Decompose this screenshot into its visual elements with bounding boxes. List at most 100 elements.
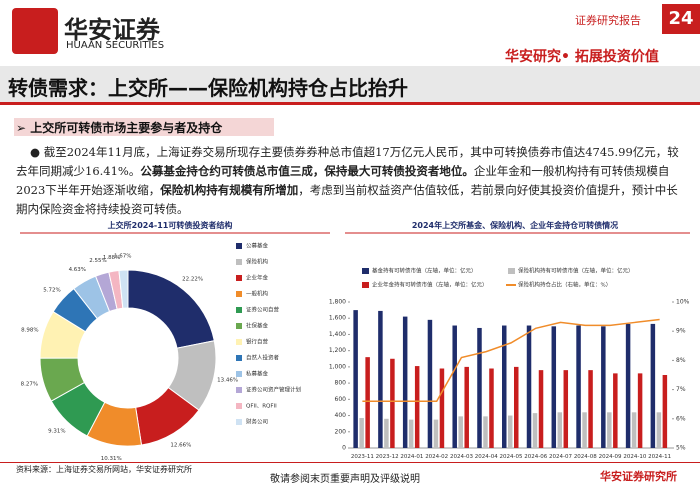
legend-label: 保险机构持有可转债市值（左轴，单位：亿元） — [518, 267, 634, 275]
data-label: 2.55% — [89, 258, 106, 264]
footer-rule — [0, 462, 700, 463]
x-tick-label: 2024-08 — [574, 454, 597, 460]
y-tick-label: 0 — [342, 445, 346, 452]
bar — [439, 368, 445, 448]
text-bold: 公募基金持仓约可转债总市值三成，保持最大可转债投资者地位。 — [140, 164, 474, 178]
title-bar — [0, 66, 700, 105]
bar — [489, 368, 494, 448]
bar — [588, 370, 593, 448]
bar — [650, 323, 656, 448]
bar — [662, 375, 668, 448]
legend-label: 保险机构持仓占比（右轴，单位：%） — [518, 281, 611, 289]
bar — [477, 327, 482, 448]
legend-label: 自然人投资者 — [246, 354, 280, 362]
legend-swatch — [236, 291, 242, 297]
y-tick-label: 1,800 — [329, 299, 346, 306]
legend-swatch — [362, 282, 369, 288]
bar — [458, 416, 463, 448]
bar — [631, 412, 637, 448]
x-tick-label: 2024-05 — [500, 454, 523, 460]
bar — [359, 417, 364, 448]
bar — [427, 319, 433, 448]
legend-swatch — [236, 259, 242, 265]
y2-tick-label: 5% — [676, 445, 686, 452]
donut-slice — [118, 269, 129, 309]
y-tick-label: 1,200 — [329, 347, 346, 354]
logo-icon — [12, 8, 58, 54]
bar — [625, 323, 631, 448]
legend-label: 一般机构 — [246, 290, 269, 298]
legend-label: 公募基金 — [246, 242, 269, 250]
bar — [532, 413, 538, 448]
text: 企业年金和一般机构持有可转债规模自2023下半年开始逐渐收缩， — [16, 164, 670, 197]
page-title: 转债需求：上交所——保险机构持仓占比抬升 — [8, 76, 408, 100]
x-tick-label: 2024-02 — [425, 454, 448, 460]
bar — [582, 412, 587, 448]
legend-swatch — [236, 387, 242, 393]
bar — [656, 412, 662, 448]
slogan: 华安研究• 拓展投资价值 — [505, 49, 659, 65]
line — [362, 318, 660, 403]
legend-label: 基金持有可转债市值（左轴，单位：亿元） — [372, 267, 477, 275]
y-tick-label: 800 — [335, 380, 347, 387]
source: 资料来源：上海证券交易所网站，华安证券研究所 — [16, 465, 192, 474]
legend-swatch — [236, 307, 242, 313]
data-label: 13.46% — [217, 378, 238, 384]
legend-swatch — [236, 371, 242, 377]
bar — [384, 418, 389, 448]
subtitle-text: 上交所可转债市场主要参与者及持仓 — [30, 121, 223, 135]
text: ，考虑到当前权益资产估值较低，若前景向好使其投资价值提升，预计中长期内保险资金将… — [16, 183, 678, 216]
bar — [452, 325, 457, 448]
x-tick-label: 2024-07 — [549, 454, 572, 460]
data-label: 4.63% — [69, 267, 86, 273]
text-bold: 保险机构持有规模有所增加 — [160, 183, 299, 197]
y-tick-label: 1,000 — [329, 363, 346, 370]
bar — [408, 419, 414, 448]
bar — [563, 370, 569, 448]
x-tick-label: 2024-01 — [400, 454, 423, 460]
legend-label: 银行自营 — [246, 338, 269, 346]
bar — [607, 412, 612, 448]
bar — [378, 310, 383, 448]
y2-tick-label: 9% — [676, 328, 686, 335]
bar — [557, 412, 563, 448]
x-tick-label: 2024-04 — [475, 454, 498, 460]
bar — [390, 358, 395, 448]
data-label: 5.72% — [43, 287, 60, 293]
text: 截至2024年11月底，上海证券交易所现存主要债券券种总市值超17万亿元人民币，… — [16, 145, 679, 178]
bar — [576, 325, 581, 448]
x-tick-label: 2023-12 — [376, 454, 399, 460]
logo-en: HUAAN SECURITIES — [66, 40, 165, 51]
legend-label: 企业年金 — [246, 274, 269, 282]
bar — [538, 370, 544, 448]
bar — [502, 325, 507, 448]
data-label: 1.88% — [103, 255, 120, 261]
bar — [601, 326, 606, 448]
legend-swatch — [508, 268, 515, 274]
legend-swatch — [236, 275, 242, 281]
data-label: 9.31% — [48, 429, 65, 435]
chart-title: 上交所2024-11可转债投资者结构 — [108, 220, 233, 230]
data-label: 1.67% — [114, 254, 131, 260]
y-tick-label: 400 — [335, 412, 347, 419]
y-tick-label: 1,400 — [329, 331, 346, 338]
paragraph: ● 截至2024年11月底，上海证券交易所现存主要债券券种总市值超17万亿元人民… — [16, 145, 679, 216]
data-label: 8.98% — [21, 328, 38, 334]
bar — [483, 416, 488, 448]
legend-label: 私募基金 — [246, 370, 269, 378]
page-number: 24 — [662, 4, 700, 34]
legend-label: QFII、RQFII — [246, 404, 277, 410]
bar — [433, 419, 439, 448]
y2-tick-label: 7% — [676, 386, 686, 393]
y2-tick-label: 10% — [676, 299, 690, 306]
subtitle: ➢ 上交所可转债市场主要参与者及持仓 — [16, 121, 223, 135]
bar — [508, 415, 513, 448]
disclaimer: 敬请参阅末页重要声明及评级说明 — [270, 474, 420, 485]
legend-swatch — [236, 355, 242, 361]
y-tick-label: 200 — [335, 428, 347, 435]
y-tick-label: 600 — [335, 396, 347, 403]
bar — [526, 325, 532, 448]
bar — [365, 357, 370, 448]
